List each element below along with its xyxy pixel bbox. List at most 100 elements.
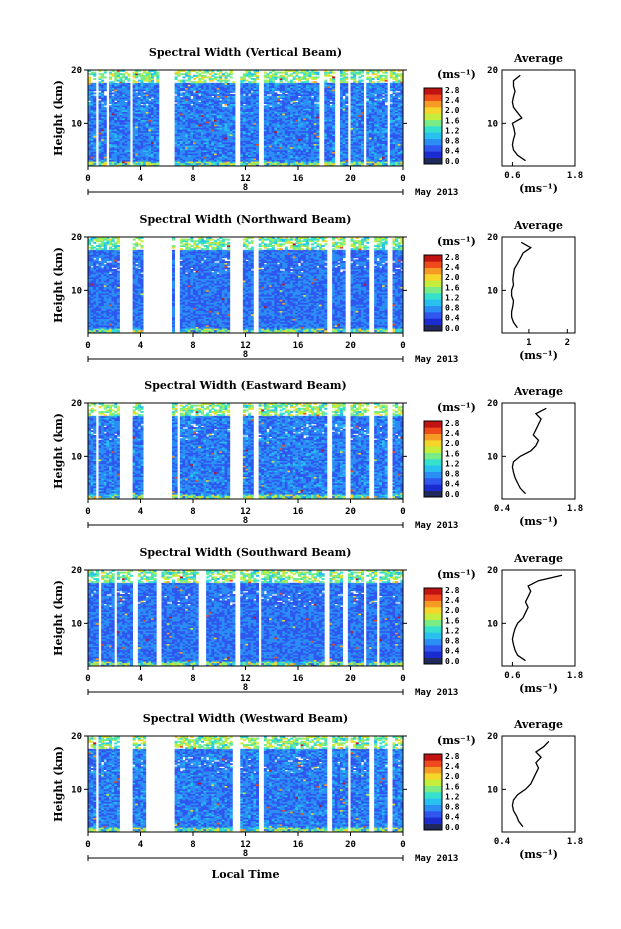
heatmap-cell [132, 71, 136, 74]
heatmap-cell [140, 154, 144, 157]
heatmap-cell [219, 146, 223, 149]
heatmap-cell [219, 84, 223, 87]
heatmap-cell [253, 73, 257, 76]
heatmap-cell [135, 116, 139, 119]
heatmap-cell [219, 121, 223, 124]
heatmap-cell [185, 110, 189, 112]
heatmap-cell [211, 129, 215, 132]
heatmap-cell [101, 127, 105, 130]
heatmap-cell [229, 102, 233, 104]
heatmap-cell [156, 78, 160, 80]
heatmap-cell [203, 119, 207, 122]
heatmap-cell [200, 78, 204, 80]
heatmap-cell [111, 145, 115, 148]
heatmap-cell [211, 138, 215, 141]
heatmap-cell [193, 135, 197, 138]
heatmap-cell [119, 76, 123, 79]
heatmap-cell [200, 164, 204, 167]
heatmap-cell [242, 78, 246, 80]
heatmap-cell [195, 100, 199, 103]
heatmap-cell [122, 135, 126, 138]
heatmap-cell [90, 135, 94, 138]
heatmap-cell [193, 158, 197, 160]
heatmap-cell [253, 121, 257, 124]
heatmap-cell [153, 108, 157, 111]
heatmap-cell [137, 74, 141, 77]
heatmap-cell [185, 159, 189, 162]
heatmap-cell [177, 162, 181, 165]
heatmap-cell [229, 150, 233, 152]
heatmap-cell [148, 116, 152, 119]
heatmap-cell [232, 97, 236, 100]
heatmap-cell [242, 151, 246, 154]
heatmap-cell [124, 151, 128, 154]
heatmap-cell [326, 71, 330, 74]
heatmap-cell [211, 103, 215, 106]
heatmap-cell [219, 124, 223, 127]
heatmap-cell [179, 81, 183, 84]
heatmap-cell [140, 124, 144, 127]
heatmap-cell [208, 148, 212, 151]
heatmap-cell [198, 159, 202, 162]
heatmap-cell [109, 162, 113, 165]
heatmap-cell [250, 138, 254, 141]
heatmap-cell [182, 89, 186, 92]
heatmap-cell [224, 90, 228, 93]
heatmap-cell [124, 87, 128, 90]
heatmap-cell [98, 97, 102, 100]
heatmap-cell [248, 105, 252, 108]
heatmap-cell [216, 137, 220, 140]
heatmap-cell [119, 150, 123, 152]
heatmap-cell [111, 129, 115, 132]
heatmap-cell [263, 150, 267, 152]
heatmap-cell [103, 137, 107, 140]
heatmap-cell [316, 71, 320, 74]
heatmap-cell [206, 122, 210, 125]
heatmap-cell [109, 132, 113, 135]
heatmap-cell [256, 130, 260, 133]
heatmap-cell [206, 111, 210, 114]
heatmap-cell [195, 87, 199, 90]
heatmap-cell [200, 86, 204, 88]
heatmap-cell [177, 121, 181, 124]
heatmap-cell [156, 159, 160, 162]
heatmap-cell [153, 151, 157, 154]
heatmap-cell [206, 98, 210, 101]
heatmap-cell [227, 116, 231, 119]
heatmap-cell [227, 111, 231, 114]
heatmap-cell [88, 156, 92, 159]
heatmap-cell [137, 86, 141, 88]
heatmap-cell [248, 153, 252, 156]
heatmap-cell [127, 137, 131, 140]
heatmap-cell [124, 159, 128, 162]
heatmap-cell [232, 140, 236, 143]
heatmap-cell [224, 161, 228, 164]
heatmap-cell [88, 148, 92, 151]
heatmap-cell [103, 82, 107, 85]
heatmap-cell [151, 122, 155, 125]
heatmap-cell [148, 95, 152, 98]
heatmap-cell [248, 74, 252, 77]
heatmap-cell [124, 95, 128, 98]
heatmap-cell [227, 90, 231, 93]
heatmap-cell [116, 90, 120, 93]
heatmap-cell [177, 142, 181, 144]
heatmap-cell [245, 74, 249, 77]
heatmap-cell [109, 114, 113, 117]
heatmap-cell [227, 159, 231, 162]
heatmap-cell [242, 86, 246, 88]
heatmap-cell [109, 102, 113, 104]
heatmap-cell [98, 81, 102, 84]
heatmap-cell [208, 111, 212, 114]
heatmap-cell [98, 132, 102, 135]
heatmap-cell [135, 89, 139, 92]
heatmap-cell [119, 78, 123, 80]
heatmap-cell [103, 146, 107, 149]
heatmap-cell [156, 132, 160, 135]
heatmap-cell [103, 151, 107, 154]
heatmap-cell [119, 111, 123, 114]
heatmap-cell [232, 86, 236, 88]
heatmap-cell [206, 134, 210, 136]
heatmap-cell [256, 105, 260, 108]
heatmap-cell [98, 134, 102, 136]
